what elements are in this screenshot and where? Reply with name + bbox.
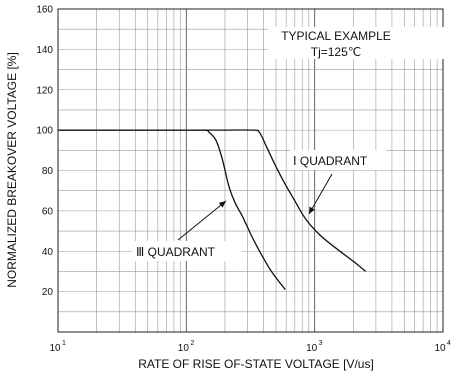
quadrant-1-arrowhead	[309, 206, 315, 214]
y-tick-label: 100	[36, 126, 53, 137]
y-tick-label: 120	[36, 85, 53, 96]
y-axis-label: NORMALIZED BREAKOVER VOLTAGE [%]	[5, 52, 19, 288]
quadrant-1-arrow	[308, 173, 333, 215]
series-line-quadrant-1	[58, 129, 367, 272]
x-tick-exponent: 3	[319, 340, 323, 347]
x-tick-exponent: 2	[190, 340, 194, 347]
x-tick-labels: 10 1 10 2 10 3 10 4	[49, 340, 451, 354]
x-tick-label: 10 3	[306, 340, 323, 354]
y-tick-label: 160	[36, 5, 53, 16]
x-tick-exponent: 4	[447, 340, 451, 347]
x-tick-label: 10 4	[434, 340, 451, 354]
quadrant-3-arrow	[177, 200, 227, 241]
x-tick-base: 10	[178, 343, 190, 354]
x-axis-label: RATE OF RISE OF-STATE VOLTAGE [V/us]	[138, 357, 374, 371]
y-tick-label: 140	[36, 45, 53, 56]
annotation-tj: Tj=125℃	[311, 45, 362, 59]
y-tick-label: 40	[42, 247, 54, 258]
y-tick-labels: 20 40 60 80 100 120 140 160	[36, 5, 53, 299]
annotation-quadrant-1: Ⅰ QUADRANT	[293, 154, 368, 168]
x-tick-base: 10	[434, 343, 446, 354]
series-lines	[58, 129, 367, 291]
x-tick-label: 10 2	[178, 340, 195, 354]
x-tick-exponent: 1	[62, 340, 66, 347]
y-tick-label: 20	[42, 287, 54, 298]
annotation-quadrant-3: Ⅲ QUADRANT	[136, 245, 216, 259]
x-tick-base: 10	[306, 343, 318, 354]
quadrant-3-background	[132, 241, 242, 261]
plot-frame	[57, 8, 444, 333]
y-tick-label: 80	[42, 166, 54, 177]
x-tick-label: 10 1	[49, 340, 66, 354]
grid	[58, 9, 443, 332]
quadrant-1-background	[290, 150, 386, 170]
x-tick-base: 10	[49, 343, 61, 354]
y-tick-label: 60	[42, 206, 54, 217]
annotation-typical-example: TYPICAL EXAMPLE	[281, 29, 391, 43]
quadrant-3-arrowhead	[218, 201, 226, 208]
annotations: TYPICAL EXAMPLE Tj=125℃ Ⅰ QUADRANT Ⅲ QUA…	[132, 27, 448, 261]
typical-example-background	[268, 27, 448, 59]
series-line-quadrant-3	[58, 129, 286, 291]
